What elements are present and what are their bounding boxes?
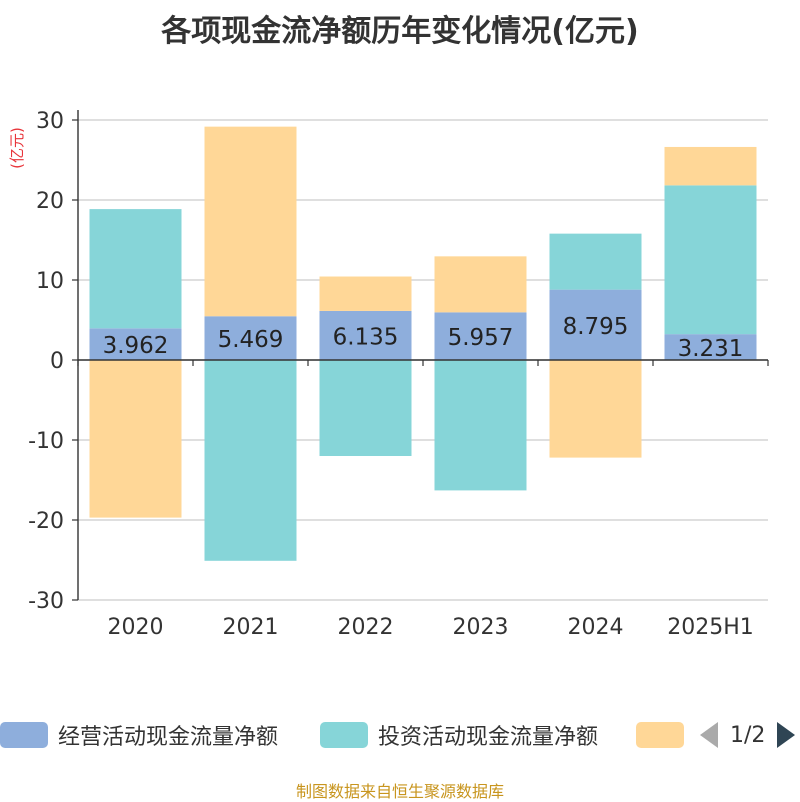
data-source-footer: 制图数据来自恒生聚源数据库	[295, 782, 504, 801]
legend-swatch-operating	[0, 722, 48, 748]
bar-2020-series-1	[89, 209, 182, 329]
x-tick-label: 2023	[453, 615, 509, 640]
data-label-2021: 5.469	[218, 327, 284, 353]
legend-swatch-investing	[320, 722, 368, 748]
bar-2021-series-0	[204, 316, 297, 360]
y-tick-label: 0	[50, 349, 64, 374]
data-label-2022: 6.135	[333, 324, 399, 350]
bar-2023-series-0	[434, 312, 527, 360]
legend-next-page-icon[interactable]	[777, 722, 796, 748]
y-tick-label: -10	[28, 429, 64, 454]
legend-label-operating: 经营活动现金流量净额	[58, 725, 279, 750]
bar-2023-series-2	[434, 256, 527, 313]
bar-2022-series-2	[319, 276, 412, 311]
x-tick-label: 2022	[338, 615, 394, 640]
bar-2023-series-1	[434, 360, 527, 491]
y-tick-label: 20	[36, 189, 64, 214]
bar-2020-series-0	[89, 328, 182, 360]
bar-2024-series-1	[549, 233, 642, 290]
y-tick-label: -20	[28, 509, 64, 534]
bar-2020-series-2	[89, 360, 182, 518]
legend-item-operating[interactable]: 经营活动现金流量净额	[0, 718, 278, 752]
bar-2025H1-series-1	[664, 185, 757, 335]
axis-layer: 30 20 10 0 -10 -20 -30 (亿元) 2020 2021 2022 2023 2024…	[8, 109, 769, 640]
bar-2024-series-0	[549, 289, 642, 360]
legend-swatch-third	[636, 722, 684, 748]
x-tick-label: 2020	[108, 615, 164, 640]
bar-2025H1-series-0	[664, 334, 757, 360]
y-tick-label: 10	[36, 269, 64, 294]
y-axis-label: (亿元)	[8, 127, 26, 169]
bar-2025H1-series-2	[664, 146, 757, 186]
y-tick-label: 30	[36, 109, 64, 134]
legend-item-investing[interactable]: 投资活动现金流量净额	[320, 718, 598, 752]
legend-pager: 1/2	[700, 718, 796, 752]
bar-2022-series-1	[319, 360, 412, 456]
data-label-2020: 3.962	[103, 333, 169, 359]
legend: 经营活动现金流量净额 投资活动现金流量净额 1/2	[0, 718, 800, 752]
x-tick-label: 2025H1	[667, 615, 754, 640]
x-tick-label: 2021	[223, 615, 279, 640]
data-label-2023: 5.957	[448, 325, 514, 351]
bar-2021-series-2	[204, 126, 297, 317]
chart-title: 各项现金流净额历年变化情况(亿元)	[161, 14, 639, 49]
legend-label-investing: 投资活动现金流量净额	[378, 725, 599, 750]
legend-page-indicator: 1/2	[730, 722, 766, 748]
legend-item-third[interactable]	[636, 718, 694, 752]
label-layer: 3.962 5.469 6.135 5.957 8.795 3.231	[103, 314, 744, 362]
bar-2021-series-1	[204, 360, 297, 561]
y-tick-label: -30	[28, 589, 64, 614]
bar-2022-series-0	[319, 310, 412, 360]
x-tick-label: 2024	[568, 615, 624, 640]
legend-prev-page-icon[interactable]	[700, 722, 718, 748]
data-label-2024: 8.795	[563, 314, 629, 340]
data-label-2025H1: 3.231	[678, 336, 744, 362]
bar-2024-series-2	[549, 360, 642, 458]
bar-layer	[89, 126, 757, 561]
chart-plot: 30 20 10 0 -10 -20 -30 (亿元) 2020 2021 2022 2023 2024…	[8, 109, 769, 640]
